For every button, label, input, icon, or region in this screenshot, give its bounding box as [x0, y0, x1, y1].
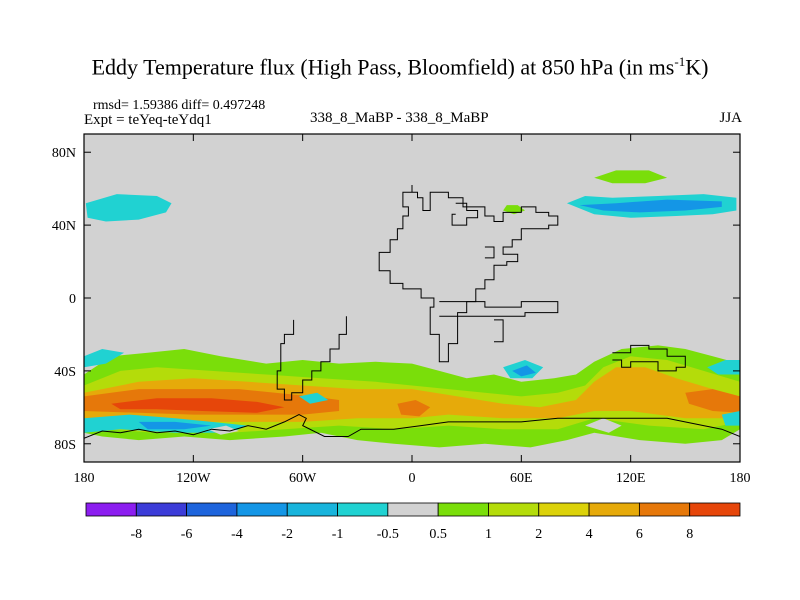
colorbar-swatch-11 [638, 502, 691, 517]
contour-region-10 [397, 400, 431, 417]
colorbar-swatch-8 [488, 502, 540, 517]
chart-title-main: Eddy Temperature flux (High Pass, Bloomf… [91, 54, 675, 80]
chart-title-end: K) [685, 54, 709, 80]
coastline-3 [494, 319, 504, 343]
x-tick-label-0: 180 [74, 471, 95, 486]
colorbar-label-6: 0.5 [429, 527, 447, 542]
season-label: JJA [719, 110, 742, 126]
colorbar-swatch-2 [186, 502, 238, 517]
coastline-7 [612, 344, 686, 372]
colorbar-swatch-3 [236, 502, 288, 517]
colorbar-label-4: -1 [332, 527, 344, 542]
x-tick-label-1: 120W [176, 471, 211, 486]
runs-label: 338_8_MaBP - 338_8_MaBP [310, 110, 489, 126]
contour-region-15 [138, 421, 212, 430]
colorbar-label-1: -6 [181, 527, 193, 542]
contour-region-3 [579, 199, 722, 213]
colorbar-swatch-7 [437, 502, 489, 517]
y-tick-label-4: 80S [54, 438, 76, 453]
colorbar-label-3: -2 [281, 527, 293, 542]
colorbar-label-2: -4 [231, 527, 243, 542]
x-tick-label-4: 60E [510, 471, 533, 486]
coastline-5 [84, 414, 740, 439]
axis-ticks: 180 120W 60W 0 60E 120E 180 80N 40N 0 40S 80S [52, 134, 751, 486]
colorbar-swatch-6 [387, 502, 439, 517]
y-tick-label-0: 80N [52, 146, 76, 161]
x-tick-label-2: 60W [289, 471, 317, 486]
colorbar-label-7: 1 [485, 527, 492, 542]
y-tick-label-3: 40S [54, 365, 76, 380]
coastline-2 [484, 246, 495, 259]
colorbar-label-11: 8 [686, 527, 693, 542]
colorbar-label-8: 2 [535, 527, 542, 542]
colorbar: -8 -6 -4 -2 -1 -0.5 0.5 1 2 4 6 8 [85, 502, 741, 542]
coastline-4 [439, 301, 559, 317]
x-tick-label-6: 180 [730, 471, 751, 486]
contour-region-17 [512, 365, 536, 377]
contour-region-18 [707, 360, 740, 375]
x-tick-label-5: 120E [616, 471, 646, 486]
contour-region-11 [685, 389, 740, 413]
colorbar-swatch-1 [135, 502, 188, 517]
chart-title-superscript: -1 [674, 54, 686, 69]
colorbar-swatch-12 [689, 502, 741, 517]
x-tick-label-3: 0 [409, 471, 416, 486]
colorbar-swatch-10 [588, 502, 640, 517]
chart-title: Eddy Temperature flux (High Pass, Bloomf… [0, 54, 800, 80]
y-tick-label-2: 0 [69, 292, 76, 307]
colorbar-swatch-4 [286, 502, 338, 517]
coastline-6 [276, 316, 347, 401]
coastlines [84, 185, 740, 439]
contour-region-19 [721, 411, 740, 426]
contour-region-12 [111, 398, 285, 413]
contour-region-13 [84, 349, 125, 368]
coastline-0 [378, 185, 559, 363]
contour-region-20 [299, 392, 329, 404]
colorbar-swatch-9 [538, 502, 590, 517]
experiment-label: Expt = teYeq-teYdq1 [84, 112, 212, 128]
coastline-1 [451, 202, 479, 226]
colorbar-label-0: -8 [130, 527, 142, 542]
colorbar-label-5: -0.5 [377, 527, 399, 542]
y-tick-label-1: 40N [52, 219, 76, 234]
contour-region-1 [85, 194, 172, 222]
colorbar-label-10: 6 [636, 527, 643, 542]
colorbar-swatch-0 [85, 502, 137, 517]
colorbar-swatch-5 [337, 502, 389, 517]
stats-label: rmsd= 1.59386 diff= 0.497248 [93, 98, 266, 113]
contour-region-4 [594, 170, 668, 184]
contour-region-21 [585, 418, 622, 433]
colorbar-label-9: 4 [586, 527, 593, 542]
contour-fills [84, 170, 740, 448]
